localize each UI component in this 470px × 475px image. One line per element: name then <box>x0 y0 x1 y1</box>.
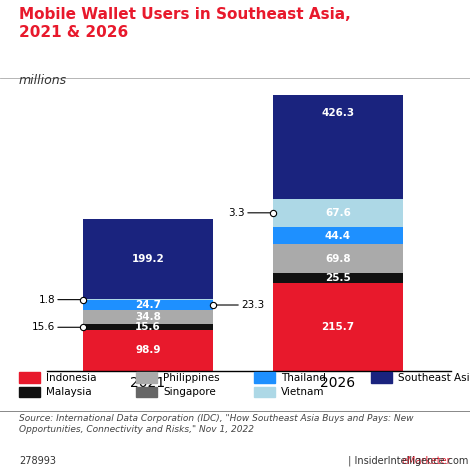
Text: 15.6: 15.6 <box>135 322 161 332</box>
Text: Singapore: Singapore <box>163 387 216 397</box>
Text: eMarketer: eMarketer <box>401 456 451 466</box>
Text: 23.3: 23.3 <box>241 300 264 310</box>
Text: 426.3: 426.3 <box>321 108 354 118</box>
Text: 34.8: 34.8 <box>135 312 161 322</box>
Text: 15.6: 15.6 <box>32 322 55 332</box>
Text: 278993: 278993 <box>19 456 56 466</box>
Bar <box>274 27 403 199</box>
Bar <box>274 199 403 227</box>
Text: Philippines: Philippines <box>163 372 219 383</box>
Text: 1.8: 1.8 <box>39 294 55 304</box>
Text: | InsiderIntelligence.com: | InsiderIntelligence.com <box>345 456 469 466</box>
Text: 199.2: 199.2 <box>132 254 164 264</box>
Text: 215.7: 215.7 <box>321 322 354 332</box>
Text: 3.3: 3.3 <box>228 208 245 218</box>
Text: 24.7: 24.7 <box>135 300 161 310</box>
Bar <box>83 299 213 300</box>
Text: Mobile Wallet Users in Southeast Asia,
2021 & 2026: Mobile Wallet Users in Southeast Asia, 2… <box>19 7 351 40</box>
Text: 67.6: 67.6 <box>325 208 351 218</box>
Bar <box>83 300 213 310</box>
Bar <box>274 245 403 273</box>
Text: 25.5: 25.5 <box>325 273 351 283</box>
Text: Thailand: Thailand <box>281 372 325 383</box>
Bar <box>83 324 213 331</box>
Text: Vietnam: Vietnam <box>281 387 324 397</box>
Text: millions: millions <box>19 74 67 86</box>
Bar <box>274 283 403 370</box>
Bar <box>83 310 213 324</box>
Text: Indonesia: Indonesia <box>46 372 96 383</box>
Bar <box>83 331 213 370</box>
Text: Southeast Asia: Southeast Asia <box>398 372 470 383</box>
Bar <box>274 227 403 245</box>
Text: 98.9: 98.9 <box>135 345 161 355</box>
Text: 69.8: 69.8 <box>325 254 351 264</box>
Bar <box>274 273 403 283</box>
Text: Malaysia: Malaysia <box>46 387 91 397</box>
Text: Source: International Data Corporation (IDC), "How Southeast Asia Buys and Pays:: Source: International Data Corporation (… <box>19 414 413 434</box>
Bar <box>83 218 213 299</box>
Text: 44.4: 44.4 <box>325 230 351 240</box>
